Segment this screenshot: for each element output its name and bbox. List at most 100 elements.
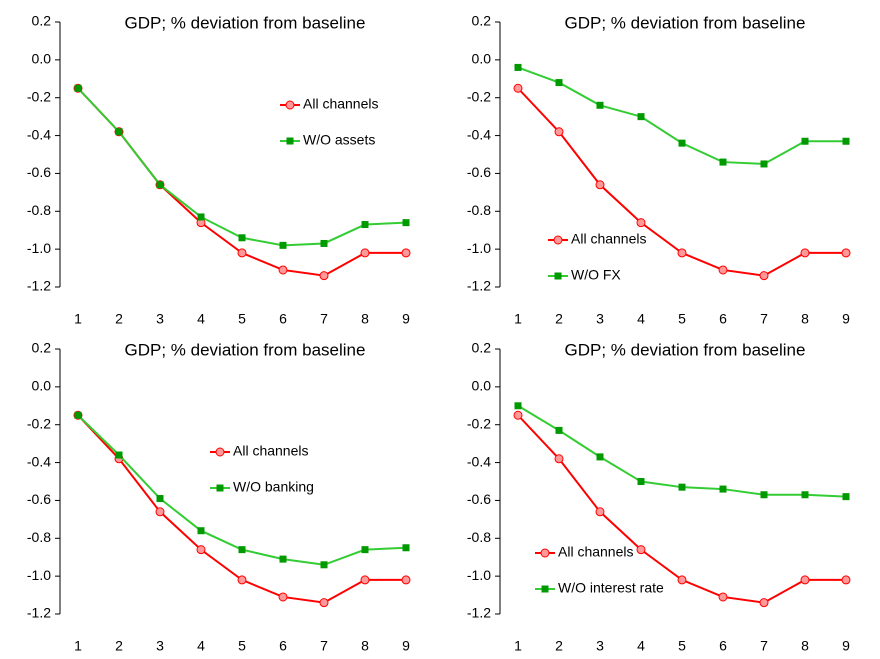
x-tick-label: 7 — [760, 311, 768, 327]
y-tick-label: 0.2 — [472, 13, 492, 29]
x-tick-label: 4 — [637, 311, 645, 327]
x-tick-label: 3 — [156, 638, 164, 654]
series-line — [517, 66, 846, 165]
y-tick-label: 0.2 — [472, 340, 492, 356]
chart-title: GDP; % deviation from baseline — [125, 13, 366, 32]
marker — [842, 493, 850, 501]
x-tick-label: 2 — [115, 638, 123, 654]
x-tick-label: 4 — [197, 311, 205, 327]
marker — [196, 545, 206, 555]
marker — [320, 239, 328, 247]
marker — [555, 426, 563, 434]
x-tick-label: 8 — [361, 638, 369, 654]
x-tick-label: 1 — [514, 311, 522, 327]
x-tick-label: 3 — [596, 311, 604, 327]
marker — [636, 218, 646, 228]
marker — [759, 598, 769, 608]
marker — [637, 478, 645, 485]
marker — [401, 248, 411, 258]
x-tick-label: 1 — [74, 311, 82, 327]
legend-marker — [286, 137, 294, 145]
marker — [197, 527, 205, 535]
legend-marker — [215, 447, 225, 457]
marker — [596, 453, 604, 461]
marker — [360, 248, 370, 258]
x-tick-label: 9 — [842, 311, 850, 327]
marker — [719, 158, 727, 166]
x-tick-label: 5 — [678, 638, 686, 654]
y-tick-label: 0.2 — [32, 13, 52, 29]
marker — [74, 84, 82, 92]
legend-marker — [553, 235, 563, 245]
marker — [554, 127, 564, 137]
legend-marker — [285, 100, 295, 110]
legend-label: W/O assets — [303, 132, 375, 148]
x-tick-label: 6 — [279, 638, 287, 654]
series-line — [77, 87, 406, 277]
x-tick-label: 6 — [279, 311, 287, 327]
marker — [636, 545, 646, 555]
chart-title: GDP; % deviation from baseline — [565, 13, 806, 32]
marker — [197, 213, 205, 221]
series-line — [77, 87, 407, 247]
x-tick-label: 3 — [156, 311, 164, 327]
marker — [514, 63, 522, 71]
legend-label: All channels — [233, 443, 309, 459]
marker — [841, 248, 851, 258]
x-tick-label: 6 — [719, 311, 727, 327]
marker — [361, 221, 369, 229]
marker — [237, 575, 247, 585]
chart-panel: GDP; % deviation from baseline 0.2 0.0 -0.2… — [467, 13, 851, 327]
y-tick-label: 0.0 — [472, 51, 492, 67]
marker — [595, 507, 605, 517]
y-tick-label: -0.2 — [27, 88, 51, 104]
y-tick-label: 0.0 — [32, 51, 52, 67]
x-tick-label: 4 — [197, 638, 205, 654]
y-tick-label: -0.8 — [467, 529, 491, 545]
marker — [319, 598, 329, 608]
chart-title: GDP; % deviation from baseline — [565, 340, 806, 359]
y-tick-label: -0.2 — [467, 415, 491, 431]
marker — [719, 485, 727, 493]
x-tick-label: 2 — [555, 311, 563, 327]
y-tick-label: -0.6 — [467, 491, 491, 507]
chart-panel: GDP; % deviation from baseline 0.2 0.0 -0.2… — [27, 340, 411, 654]
y-tick-label: -0.4 — [27, 453, 51, 469]
marker — [513, 410, 523, 420]
legend-label: All channels — [558, 544, 634, 560]
x-tick-label: 1 — [514, 638, 522, 654]
marker — [595, 180, 605, 190]
legend-marker — [540, 548, 550, 558]
legend-label: All channels — [571, 231, 647, 247]
chart-panel: GDP; % deviation from baseline 0.2 0.0 -0.2… — [27, 13, 411, 327]
marker — [319, 271, 329, 281]
x-tick-label: 7 — [320, 311, 328, 327]
y-tick-label: -1.0 — [467, 567, 491, 583]
marker — [278, 265, 288, 275]
x-tick-label: 1 — [74, 638, 82, 654]
marker — [759, 271, 769, 281]
marker — [760, 491, 768, 499]
x-tick-label: 8 — [801, 638, 809, 654]
marker — [800, 575, 810, 585]
chart-title: GDP; % deviation from baseline — [125, 340, 366, 359]
marker — [760, 160, 768, 168]
marker — [279, 555, 287, 563]
x-tick-label: 9 — [402, 311, 410, 327]
y-tick-label: -0.2 — [27, 415, 51, 431]
marker — [842, 137, 850, 145]
marker — [718, 592, 728, 602]
x-tick-label: 8 — [361, 311, 369, 327]
x-tick-label: 5 — [238, 638, 246, 654]
y-tick-label: -1.2 — [467, 605, 491, 621]
marker — [401, 575, 411, 585]
marker — [637, 113, 645, 121]
y-tick-label: 0.0 — [472, 378, 492, 394]
series-line — [517, 414, 846, 604]
series-line — [517, 404, 847, 498]
marker — [596, 101, 604, 109]
x-tick-label: 5 — [238, 311, 246, 327]
y-tick-label: -1.2 — [467, 278, 491, 294]
marker — [554, 454, 564, 464]
y-tick-label: -1.0 — [27, 240, 51, 256]
